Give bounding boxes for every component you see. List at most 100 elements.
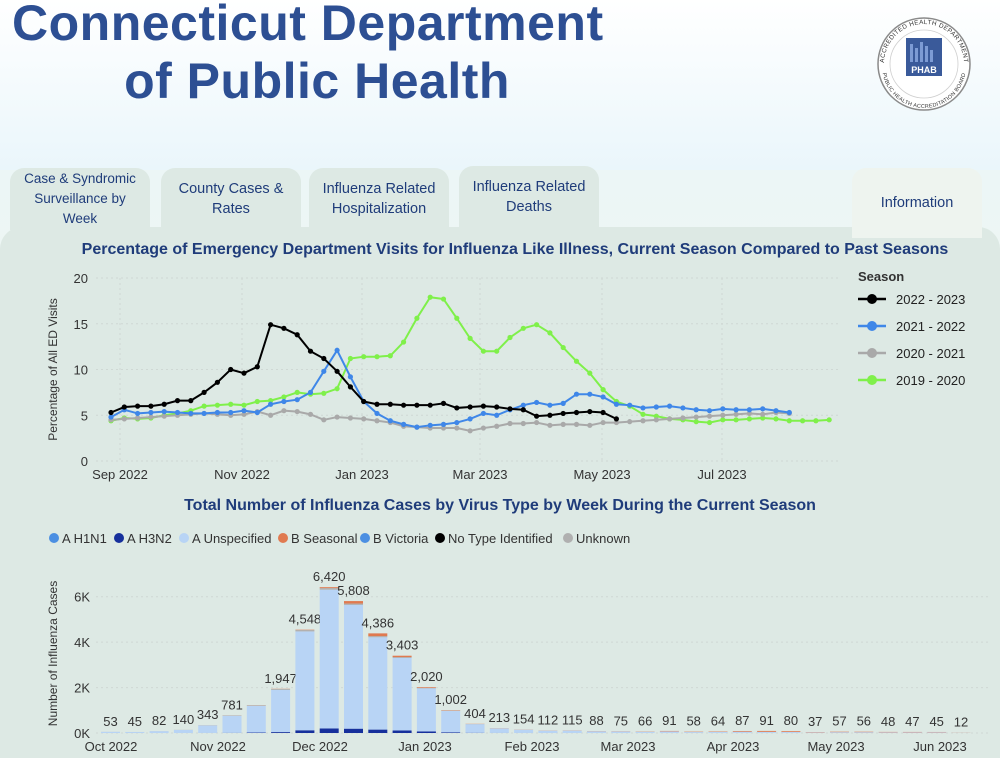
data-point [786, 409, 792, 416]
total-label: 4,386 [362, 615, 395, 630]
data-point [347, 374, 353, 380]
data-point [374, 354, 380, 360]
data-point [693, 419, 699, 425]
x-tick-label: Oct 2022 [85, 739, 138, 754]
total-label: 87 [735, 713, 749, 728]
total-label: 781 [221, 697, 243, 712]
data-point [573, 409, 580, 416]
y-tick-label: 0 [81, 454, 88, 469]
total-label: 1,002 [434, 692, 467, 707]
bar-seg-a-unspecified [611, 731, 631, 733]
data-point [387, 401, 393, 407]
data-point [746, 407, 753, 413]
data-point [148, 409, 154, 416]
data-point [520, 402, 526, 408]
legend-marker [278, 533, 288, 543]
data-point [547, 402, 553, 408]
series-line-2020-2021 [110, 409, 790, 432]
data-point [294, 332, 300, 338]
bar-seg-a-unspecified [587, 731, 606, 733]
data-point [534, 419, 540, 426]
x-tick-label: Mar 2023 [453, 467, 508, 482]
data-point [480, 348, 486, 354]
data-point [746, 416, 753, 422]
total-label: 45 [929, 714, 943, 729]
y-tick-label: 2K [74, 681, 90, 696]
data-point [760, 415, 766, 421]
bar-seg-a-h3n2 [319, 728, 339, 733]
legend-label: A H3N2 [127, 531, 172, 546]
bar-seg-a-unspecified [708, 732, 728, 733]
bar-seg-a-unspecified [514, 729, 534, 733]
y-tick-label: 10 [74, 363, 88, 378]
x-tick-label: Jan 2023 [335, 467, 389, 482]
y-tick-label: 15 [74, 317, 88, 332]
data-point [733, 407, 739, 413]
x-tick-label: Dec 2022 [292, 739, 348, 754]
data-point [680, 405, 686, 411]
data-point [241, 370, 247, 376]
data-point [214, 379, 220, 385]
data-point [174, 398, 181, 404]
data-point [534, 399, 540, 406]
total-label: 12 [954, 715, 968, 730]
data-point [680, 415, 686, 421]
total-label: 64 [711, 714, 725, 729]
data-point [520, 420, 526, 427]
tab-deaths[interactable]: Influenza Related Deaths [459, 166, 599, 228]
bar-seg-a-unspecified [830, 732, 849, 733]
data-point [454, 405, 460, 411]
data-point [547, 422, 553, 428]
data-point [720, 406, 726, 412]
data-point [733, 417, 739, 423]
legend-label: Unknown [576, 531, 630, 546]
bar-seg-a-unspecified [441, 710, 461, 733]
svg-text:PHAB: PHAB [911, 65, 937, 75]
total-label: 112 [538, 712, 559, 727]
total-label: 2,020 [410, 669, 443, 684]
data-point [600, 409, 606, 416]
bar-seg-unknown [271, 688, 291, 690]
total-label: 115 [562, 712, 583, 727]
data-point [254, 364, 260, 370]
data-point [520, 325, 526, 331]
legend-marker [435, 533, 445, 543]
data-point [454, 425, 460, 431]
data-point [268, 401, 274, 407]
tab-case-syndromic[interactable]: Case & Syndromic Surveillance by Week [10, 168, 150, 230]
tab-hospitalization[interactable]: Influenza Related Hospitalization [309, 168, 449, 230]
legend-label: B Seasonal [291, 531, 358, 546]
data-point [387, 418, 393, 424]
bar-seg-a-h3n2 [295, 730, 315, 733]
data-point [294, 389, 300, 395]
data-point [161, 408, 167, 415]
data-point [347, 415, 353, 421]
data-point [321, 368, 327, 374]
bar-seg-a-unspecified [465, 724, 485, 733]
bar-seg-a-unspecified [392, 657, 412, 731]
data-point [786, 418, 792, 424]
header: Connecticut Department of Public Health … [0, 0, 1000, 170]
data-point [573, 358, 580, 364]
legend-marker [867, 321, 877, 331]
data-point [254, 398, 260, 405]
bar-seg-a-unspecified [368, 637, 388, 730]
bar-seg-a-unspecified [222, 715, 242, 733]
data-point [188, 410, 194, 417]
bar-seg-a-unspecified [781, 732, 801, 733]
x-tick-label: Jul 2023 [697, 467, 746, 482]
data-point [307, 348, 314, 354]
total-label: 47 [905, 714, 919, 729]
data-point [640, 411, 646, 417]
data-point [440, 425, 447, 431]
tab-county-cases[interactable]: County Cases & Rates [161, 168, 301, 230]
data-point [494, 404, 500, 410]
data-point [587, 391, 593, 397]
total-label: 140 [173, 712, 195, 727]
bar-seg-a-unspecified [489, 728, 509, 733]
legend-marker [867, 348, 877, 358]
bar-seg-b-seasonal [416, 687, 436, 688]
tab-information[interactable]: Information [852, 168, 982, 238]
page-title-line2: of Public Health [124, 53, 510, 109]
series-line-2021-2022 [110, 348, 790, 429]
